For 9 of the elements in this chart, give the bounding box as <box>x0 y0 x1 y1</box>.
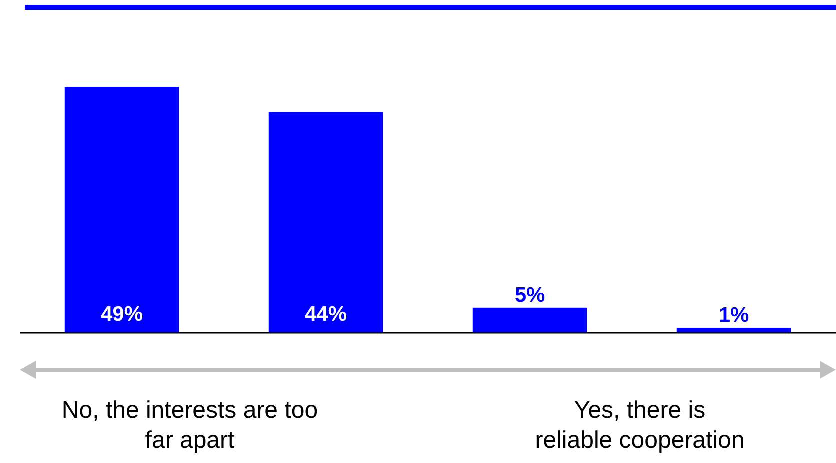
text: Yes, there is reliable cooperation <box>535 397 745 454</box>
bar <box>64 87 180 333</box>
data-label: 5% <box>514 284 546 307</box>
bar <box>268 112 384 333</box>
bar <box>472 308 588 333</box>
data-label: 1% <box>718 304 750 327</box>
data-label: 49% <box>100 303 144 326</box>
data-label: 44% <box>304 303 348 326</box>
text: No, the interests are too far apart <box>62 397 318 454</box>
